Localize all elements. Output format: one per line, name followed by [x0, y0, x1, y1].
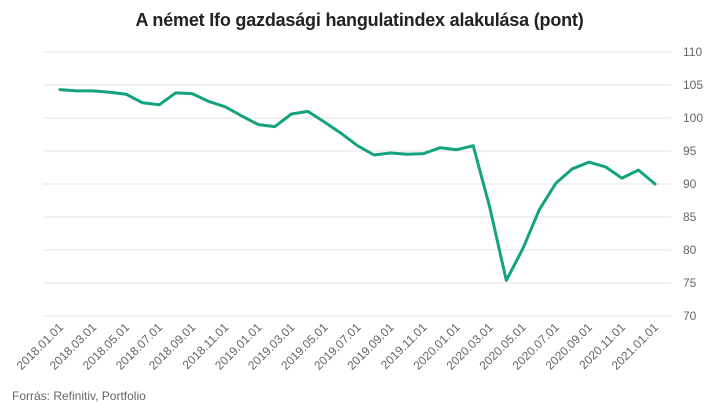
y-tick-label: 95	[683, 144, 697, 158]
chart-title: A német Ifo gazdasági hangulatindex alak…	[135, 10, 584, 30]
y-tick-label: 80	[683, 243, 697, 257]
series-layer	[58, 88, 657, 282]
gridlines	[44, 51, 671, 317]
y-tick-label: 90	[683, 177, 697, 191]
y-tick-label: 100	[683, 111, 703, 125]
y-tick-label: 85	[683, 210, 697, 224]
x-axis-tick-labels: 2018.01.012018.03.012018.05.012018.07.01…	[14, 320, 662, 373]
y-tick-label: 70	[683, 309, 697, 323]
source-note: Forrás: Refinitiv, Portfolio	[12, 389, 146, 403]
y-axis-tick-labels: 70 75 80 85 90 95 100 105 110	[683, 45, 703, 323]
y-tick-label: 75	[683, 276, 697, 290]
y-tick-label: 110	[683, 45, 702, 59]
y-tick-label: 105	[683, 78, 703, 92]
